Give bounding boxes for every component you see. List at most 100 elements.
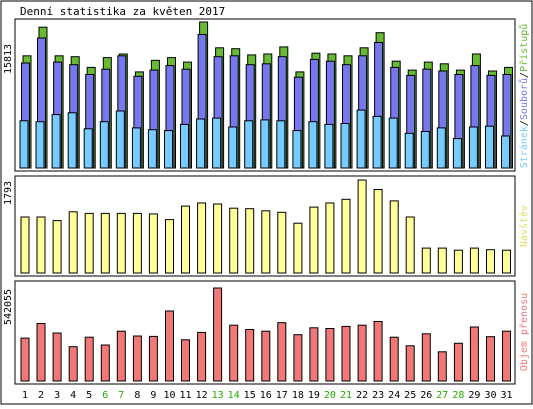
bar-pages: [180, 123, 189, 169]
bar-pages: [372, 115, 382, 169]
day-label: 28: [452, 390, 464, 401]
bar-visits: [325, 202, 335, 274]
bar-visits: [277, 211, 287, 274]
day-label: 12: [196, 390, 208, 401]
bar-pages: [131, 127, 141, 169]
day-label: 17: [276, 390, 288, 401]
legend-hits-files-pages: Stránek/Souborů/Přístupů: [518, 24, 530, 169]
bar-visits: [486, 249, 495, 274]
bar-kbytes: [52, 332, 62, 382]
bar-kbytes: [245, 329, 255, 382]
panel-frame: [14, 175, 516, 277]
bars-hits-files-pages: [19, 21, 513, 169]
day-label: 22: [356, 390, 368, 401]
bar-visits: [148, 213, 158, 274]
bar-visits: [502, 249, 511, 274]
bar-visits: [245, 208, 255, 274]
day-label: 10: [163, 390, 175, 401]
bar-visits: [357, 179, 367, 274]
bar-pages: [420, 131, 430, 169]
bar-pages: [164, 130, 173, 169]
bar-kbytes: [373, 321, 383, 382]
bar-pages: [452, 138, 462, 169]
bar-kbytes: [277, 322, 287, 382]
bar-kbytes: [453, 342, 463, 382]
bar-kbytes: [100, 344, 110, 382]
bar-visits: [341, 198, 351, 274]
day-labels: 1 2 3 4 5 6 7 8 9 10 11 12 13 14 15 16 17 18 19 20 21 22 23 24 2…: [22, 390, 513, 401]
bar-visits: [84, 212, 94, 274]
bar-kbytes: [36, 323, 46, 382]
bar-visits: [453, 249, 463, 274]
day-label: 20: [324, 390, 336, 401]
legend-hits: Přístupů: [518, 24, 530, 72]
bar-kbytes: [357, 324, 367, 382]
bar-visits: [261, 210, 271, 274]
bar-pages: [436, 127, 446, 169]
bar-visits: [405, 216, 415, 274]
bar-kbytes: [181, 339, 190, 382]
day-label: 1: [22, 390, 28, 401]
day-label: 8: [134, 390, 140, 401]
bar-kbytes: [437, 351, 447, 382]
legend-sep-2: /: [519, 72, 530, 78]
bar-kbytes: [502, 330, 511, 382]
bar-pages: [51, 114, 61, 169]
bar-kbytes: [309, 327, 319, 382]
bar-visits: [181, 205, 190, 274]
day-label: 18: [292, 390, 304, 401]
day-label: 21: [340, 390, 352, 401]
bar-pages: [99, 121, 109, 169]
day-label: 31: [500, 390, 512, 401]
bar-kbytes: [132, 335, 142, 382]
legend-pages: Stránek: [518, 126, 530, 168]
legend-visits: Návštěv: [518, 205, 530, 247]
bar-kbytes: [469, 326, 479, 382]
bar-visits: [229, 207, 239, 274]
day-label: 3: [54, 390, 60, 401]
panel-frame: [14, 280, 516, 385]
bar-pages: [67, 112, 77, 169]
day-label: 27: [436, 390, 448, 401]
bar-visits: [116, 212, 126, 274]
bar-visits: [52, 220, 62, 274]
day-label: 24: [388, 390, 400, 401]
day-label: 15: [244, 390, 256, 401]
bar-pages: [35, 121, 45, 169]
bar-kbytes: [421, 333, 431, 382]
bar-pages: [340, 123, 350, 169]
bar-pages: [485, 125, 494, 169]
day-label: 7: [118, 390, 124, 401]
bar-kbytes: [229, 324, 239, 382]
day-label: 25: [404, 390, 416, 401]
bar-visits: [165, 219, 174, 274]
bar-pages: [501, 135, 510, 169]
bar-pages: [244, 120, 254, 169]
bar-visits: [373, 189, 383, 274]
day-label: 2: [38, 390, 44, 401]
bar-pages: [292, 130, 302, 169]
bar-pages: [115, 110, 125, 169]
bar-pages: [404, 132, 414, 169]
ymax-label-visits: 1793: [3, 181, 14, 205]
day-label: 14: [228, 390, 240, 401]
day-label: 30: [484, 390, 496, 401]
day-label: 16: [260, 390, 272, 401]
bar-pages: [388, 117, 398, 169]
bar-pages: [19, 120, 29, 169]
panel-visits: 1793 Návštěv: [3, 175, 530, 277]
bar-visits: [309, 206, 319, 274]
bars-visits: [20, 179, 511, 274]
bar-kbytes: [213, 287, 223, 382]
bar-kbytes: [148, 335, 158, 382]
bar-pages: [356, 109, 366, 169]
day-label: 11: [179, 390, 191, 401]
bar-kbytes: [293, 334, 303, 382]
bar-visits: [421, 247, 431, 274]
bar-pages: [83, 128, 93, 169]
bar-pages: [276, 120, 286, 169]
bar-visits: [469, 247, 479, 274]
bar-pages: [308, 121, 318, 169]
